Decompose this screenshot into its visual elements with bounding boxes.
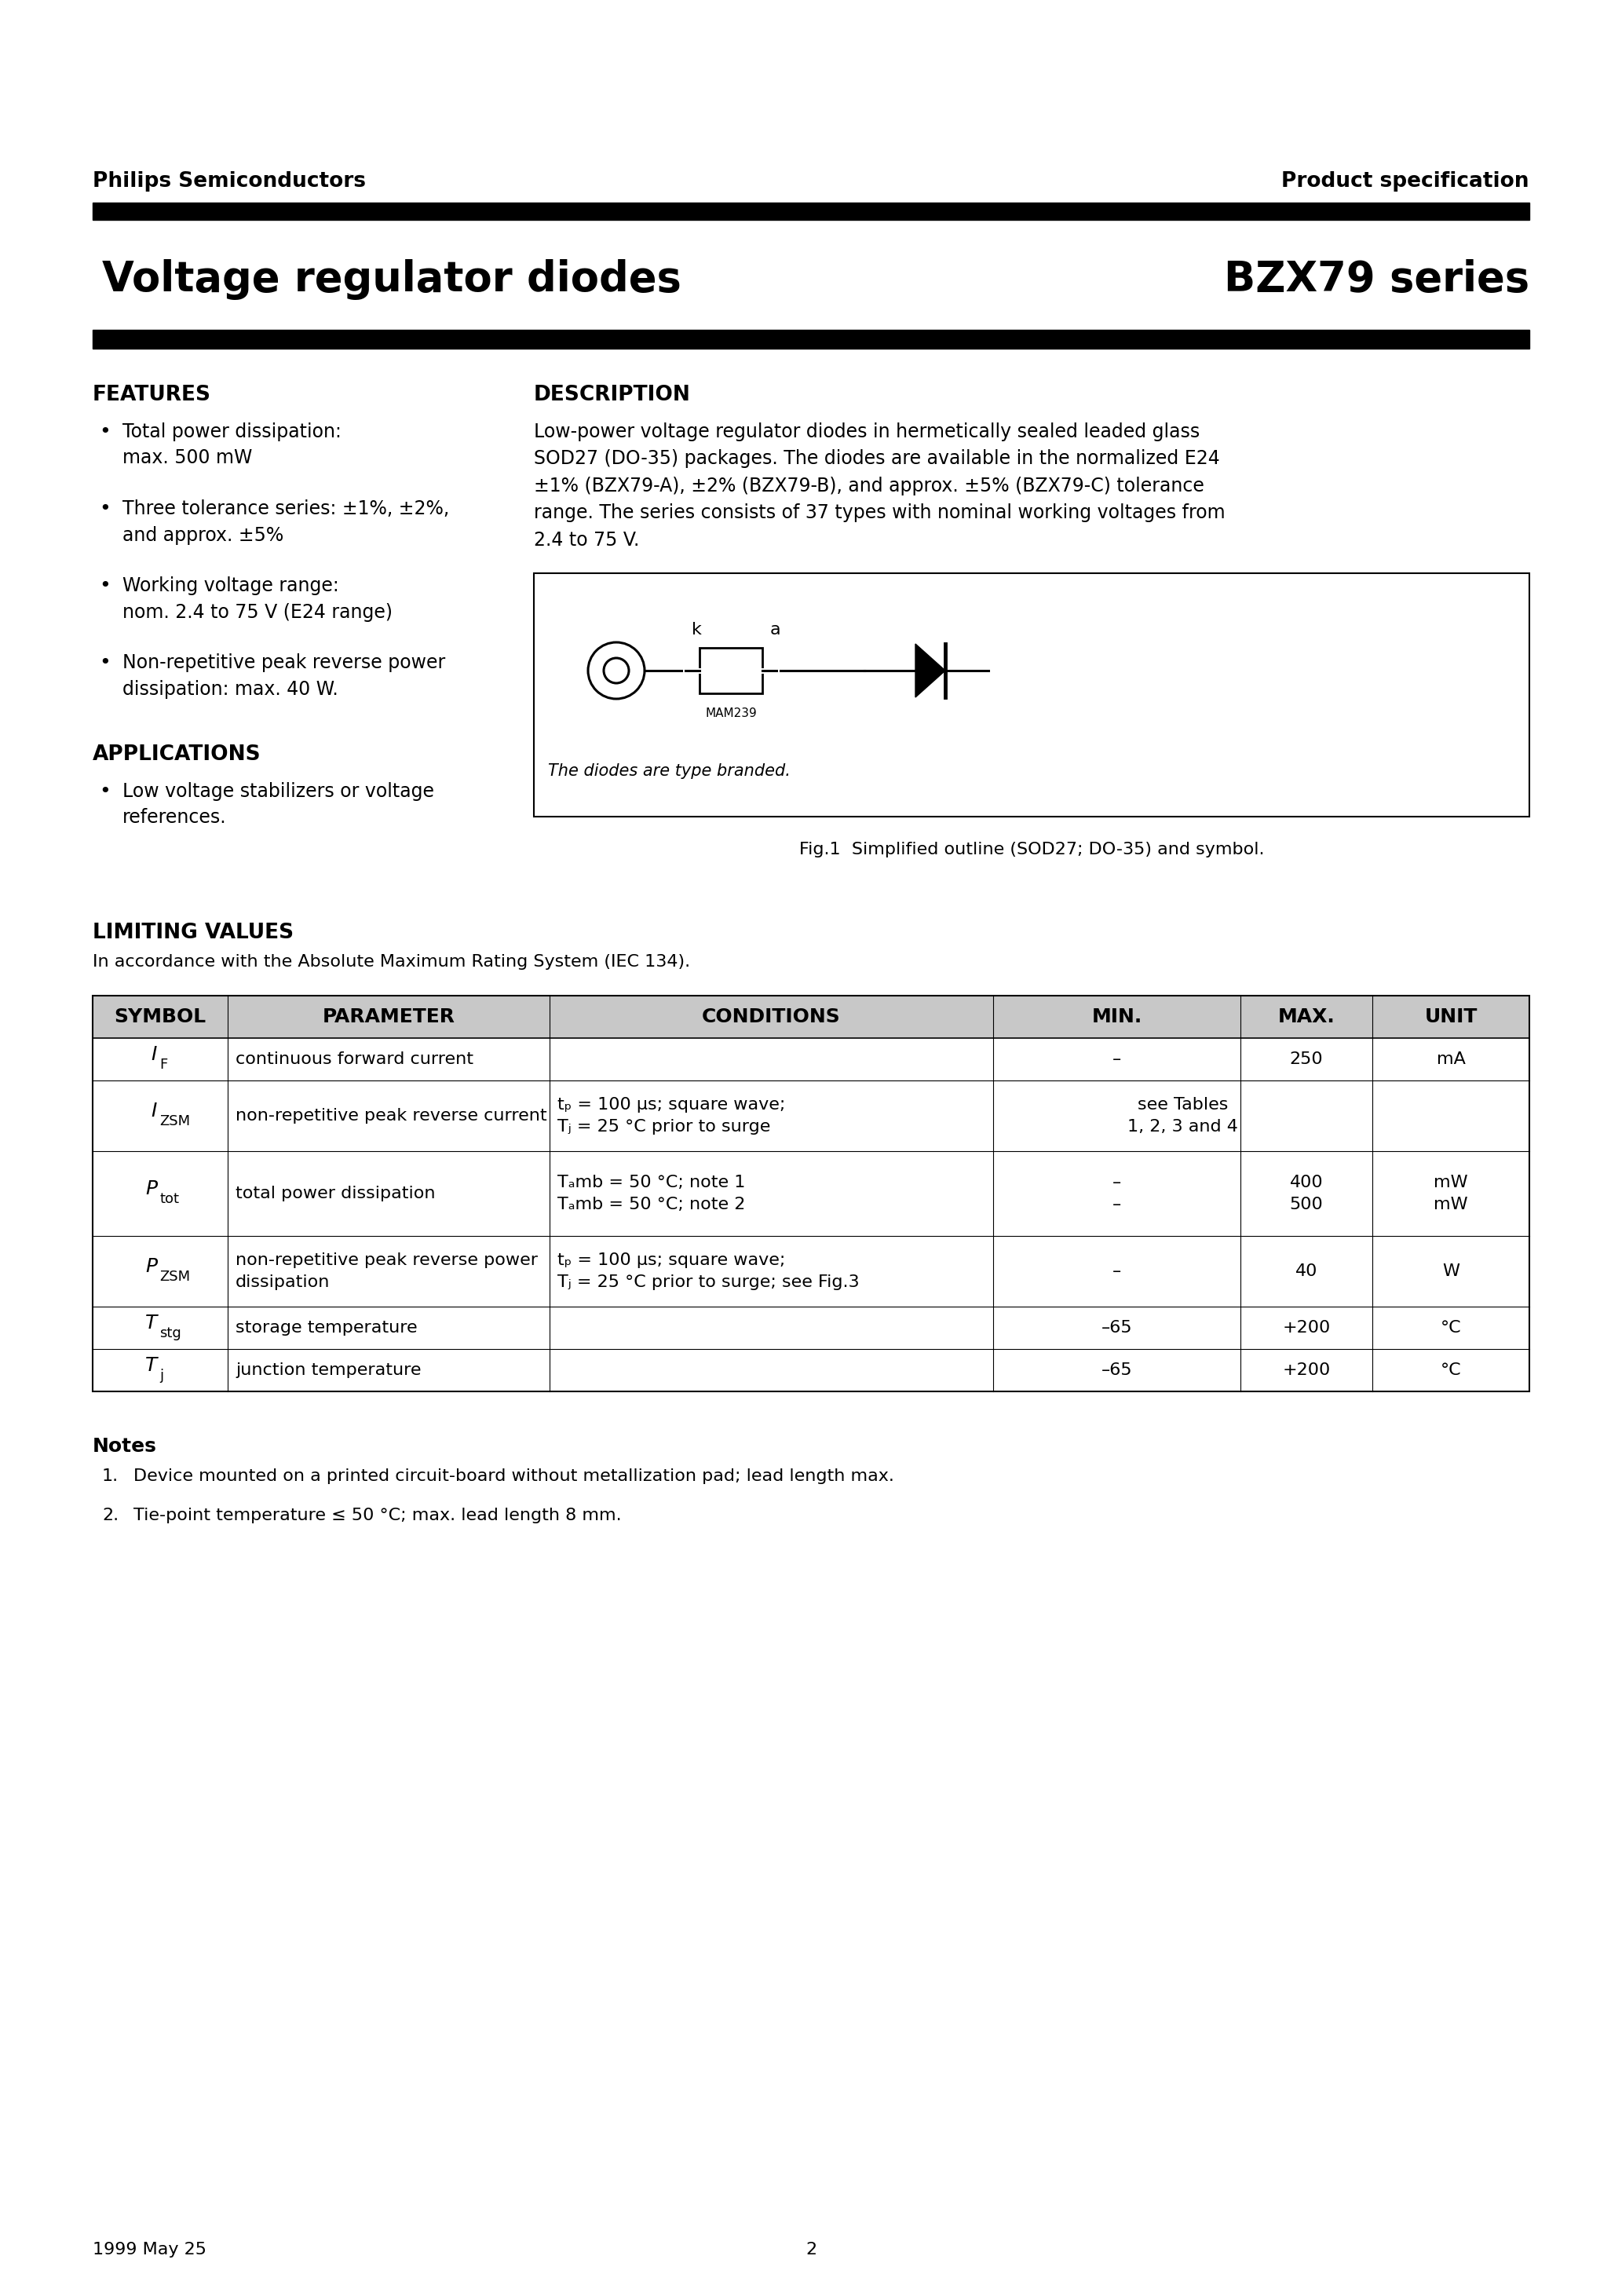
Bar [92, 1150, 1530, 1235]
Text: total power dissipation: total power dissipation [235, 1185, 435, 1201]
Text: ZSM: ZSM [159, 1270, 190, 1283]
Text: ZSM: ZSM [159, 1114, 190, 1127]
Text: UNIT: UNIT [1424, 1008, 1478, 1026]
Text: F: F [159, 1058, 167, 1072]
Text: 2.: 2. [102, 1508, 118, 1522]
Text: Voltage regulator diodes: Voltage regulator diodes [102, 259, 681, 301]
Text: •: • [99, 783, 110, 801]
Text: DESCRIPTION: DESCRIPTION [534, 386, 691, 404]
Text: Total power dissipation:
max. 500 mW: Total power dissipation: max. 500 mW [123, 422, 341, 468]
Text: LIMITING VALUES: LIMITING VALUES [92, 923, 294, 944]
Text: Product specification: Product specification [1281, 172, 1530, 191]
Text: Non-repetitive peak reverse power
dissipation: max. 40 W.: Non-repetitive peak reverse power dissip… [123, 654, 446, 698]
Text: Tₐmb = 50 °C; note 1
Tₐmb = 50 °C; note 2: Tₐmb = 50 °C; note 1 Tₐmb = 50 °C; note … [558, 1176, 746, 1212]
Text: +200: +200 [1283, 1362, 1330, 1378]
Text: APPLICATIONS: APPLICATIONS [92, 744, 261, 765]
Bar [92, 1306, 1530, 1350]
Text: tₚ = 100 μs; square wave;
Tⱼ = 25 °C prior to surge: tₚ = 100 μs; square wave; Tⱼ = 25 °C pri… [558, 1097, 785, 1134]
Bar [92, 202, 1530, 220]
Text: junction temperature: junction temperature [235, 1362, 422, 1378]
Text: BZX79 series: BZX79 series [1225, 259, 1530, 301]
Text: •: • [99, 654, 110, 673]
Text: –65: –65 [1101, 1362, 1132, 1378]
Text: P: P [144, 1180, 157, 1199]
Text: –
–: – – [1113, 1176, 1121, 1212]
Text: a: a [770, 622, 780, 638]
Text: MIN.: MIN. [1092, 1008, 1142, 1026]
Text: The diodes are type branded.: The diodes are type branded. [548, 762, 790, 778]
Text: MAM239: MAM239 [706, 707, 757, 719]
Text: I: I [151, 1045, 157, 1063]
Text: k: k [691, 622, 702, 638]
Bar [92, 1235, 1530, 1306]
Text: –: – [1113, 1052, 1121, 1068]
Text: Philips Semiconductors: Philips Semiconductors [92, 172, 367, 191]
Bar [92, 996, 1530, 1038]
Text: stg: stg [159, 1327, 182, 1341]
Text: Fig.1  Simplified outline (SOD27; DO-35) and symbol.: Fig.1 Simplified outline (SOD27; DO-35) … [800, 843, 1264, 856]
Text: °C: °C [1440, 1320, 1461, 1336]
Text: MAX.: MAX. [1278, 1008, 1335, 1026]
Text: tₚ = 100 μs; square wave;
Tⱼ = 25 °C prior to surge; see Fig.3: tₚ = 100 μs; square wave; Tⱼ = 25 °C pri… [558, 1254, 860, 1290]
Text: see Tables
1, 2, 3 and 4: see Tables 1, 2, 3 and 4 [1127, 1097, 1238, 1134]
Text: Low voltage stabilizers or voltage
references.: Low voltage stabilizers or voltage refer… [123, 783, 435, 827]
Text: 1999 May 25: 1999 May 25 [92, 2241, 206, 2257]
Text: T: T [144, 1357, 157, 1375]
Text: Three tolerance series: ±1%, ±2%,
and approx. ±5%: Three tolerance series: ±1%, ±2%, and ap… [123, 501, 449, 544]
Bar [699, 647, 762, 693]
Text: In accordance with the Absolute Maximum Rating System (IEC 134).: In accordance with the Absolute Maximum … [92, 955, 691, 969]
Text: j: j [159, 1368, 164, 1382]
Text: 2: 2 [806, 2241, 816, 2257]
Text: storage temperature: storage temperature [235, 1320, 417, 1336]
Text: continuous forward current: continuous forward current [235, 1052, 474, 1068]
Text: •: • [99, 422, 110, 441]
Text: –65: –65 [1101, 1320, 1132, 1336]
Text: Working voltage range:
nom. 2.4 to 75 V (E24 range): Working voltage range: nom. 2.4 to 75 V … [123, 576, 393, 622]
Text: –: – [1113, 1263, 1121, 1279]
Text: W: W [1442, 1263, 1460, 1279]
Bar [92, 331, 1530, 349]
Text: P: P [144, 1258, 157, 1277]
Text: FEATURES: FEATURES [92, 386, 211, 404]
Text: mA: mA [1437, 1052, 1465, 1068]
Text: °C: °C [1440, 1362, 1461, 1378]
Text: I: I [151, 1102, 157, 1120]
Text: non-repetitive peak reverse current: non-repetitive peak reverse current [235, 1109, 547, 1123]
Text: PARAMETER: PARAMETER [323, 1008, 454, 1026]
Text: SYMBOL: SYMBOL [114, 1008, 206, 1026]
Text: •: • [99, 576, 110, 595]
Text: 400
500: 400 500 [1289, 1176, 1324, 1212]
Text: T: T [144, 1313, 157, 1332]
Text: Low-power voltage regulator diodes in hermetically sealed leaded glass
SOD27 (DO: Low-power voltage regulator diodes in he… [534, 422, 1225, 549]
Text: Tie-point temperature ≤ 50 °C; max. lead length 8 mm.: Tie-point temperature ≤ 50 °C; max. lead… [133, 1508, 621, 1522]
Bar [92, 1081, 1530, 1150]
Text: mW
mW: mW mW [1434, 1176, 1468, 1212]
Text: Notes: Notes [92, 1437, 157, 1456]
Polygon shape [915, 643, 946, 698]
Text: tot: tot [159, 1192, 178, 1205]
Text: CONDITIONS: CONDITIONS [702, 1008, 840, 1026]
Bar [92, 1350, 1530, 1391]
Text: non-repetitive peak reverse power
dissipation: non-repetitive peak reverse power dissip… [235, 1254, 539, 1290]
Text: +200: +200 [1283, 1320, 1330, 1336]
Text: Device mounted on a printed circuit-board without metallization pad; lead length: Device mounted on a printed circuit-boar… [133, 1469, 894, 1483]
Bar [92, 996, 1530, 1391]
Text: 40: 40 [1296, 1263, 1317, 1279]
Text: 1.: 1. [102, 1469, 118, 1483]
Bar [92, 1038, 1530, 1081]
Bar [534, 574, 1530, 817]
Text: 250: 250 [1289, 1052, 1324, 1068]
Text: •: • [99, 501, 110, 519]
